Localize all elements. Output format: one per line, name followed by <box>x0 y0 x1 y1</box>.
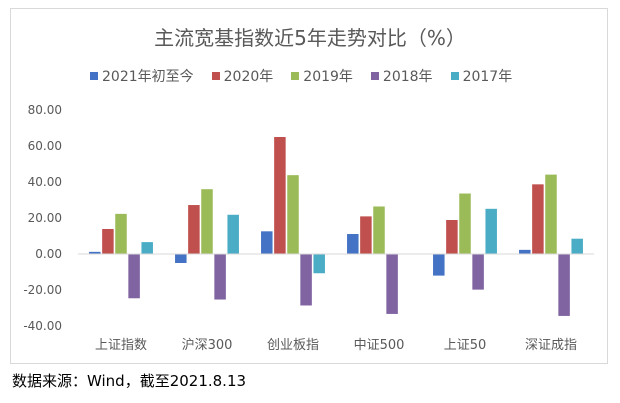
bar <box>261 231 273 254</box>
legend-item: 2017年 <box>450 66 513 86</box>
legend-item: 2021年初至今 <box>90 66 194 86</box>
bar <box>571 238 583 254</box>
bar <box>115 213 127 254</box>
x-category-label: 中证500 <box>354 338 405 353</box>
bar <box>360 216 372 254</box>
source-note: 数据来源：Wind，截至2021.8.13 <box>12 372 247 390</box>
bar <box>313 254 325 274</box>
y-tick-label: 60.00 <box>28 139 62 153</box>
bar <box>274 137 286 254</box>
bar <box>89 251 101 254</box>
bar <box>214 254 226 300</box>
legend-swatch <box>291 72 300 80</box>
bar <box>519 249 531 254</box>
legend-label: 2020年 <box>223 69 274 85</box>
y-tick-label: 20.00 <box>28 211 62 225</box>
bar <box>433 254 445 276</box>
legend-label: 2017年 <box>462 69 513 85</box>
legend-swatch <box>211 72 220 80</box>
bar <box>446 219 458 254</box>
y-tick-label: 40.00 <box>28 175 62 189</box>
legend-item: 2020年 <box>211 66 274 86</box>
chart-title: 主流宽基指数近5年走势对比（%） <box>154 26 466 50</box>
y-tick-label: -40.00 <box>23 319 62 333</box>
bar <box>188 205 200 254</box>
x-category-label: 上证50 <box>444 338 487 353</box>
bar <box>558 254 570 316</box>
y-tick-label: 0.00 <box>35 247 62 261</box>
chart-legend: 2021年初至今 2020年 2019年 2018年 2017年 <box>90 66 512 86</box>
bar <box>545 174 557 254</box>
x-category-label: 创业板指 <box>267 338 319 353</box>
bar <box>102 228 114 254</box>
bar <box>373 206 385 254</box>
y-tick-label: -20.00 <box>23 283 62 297</box>
bar <box>386 254 398 314</box>
bar <box>201 189 213 254</box>
bar <box>300 254 312 306</box>
bar <box>472 254 484 290</box>
legend-swatch <box>90 72 98 80</box>
legend-label: 2019年 <box>303 69 353 85</box>
legend-swatch <box>450 72 459 80</box>
bar <box>128 254 140 299</box>
legend-item: 2019年 <box>291 66 353 86</box>
bar <box>532 184 544 254</box>
bar <box>459 193 471 254</box>
legend-swatch <box>370 72 379 80</box>
bar <box>287 175 299 254</box>
y-tick-label: 80.00 <box>28 103 62 117</box>
legend-label: 2021年初至今 <box>102 69 194 85</box>
legend-item: 2018年 <box>370 66 433 86</box>
bar <box>175 254 187 263</box>
bar <box>227 214 239 254</box>
x-category-label: 深证成指 <box>525 338 577 353</box>
legend-label: 2018年 <box>382 69 433 85</box>
x-category-label: 沪深300 <box>182 337 233 353</box>
x-category-label: 上证指数 <box>95 338 147 353</box>
bar <box>141 242 153 254</box>
bar <box>347 234 359 254</box>
bar <box>485 208 497 254</box>
